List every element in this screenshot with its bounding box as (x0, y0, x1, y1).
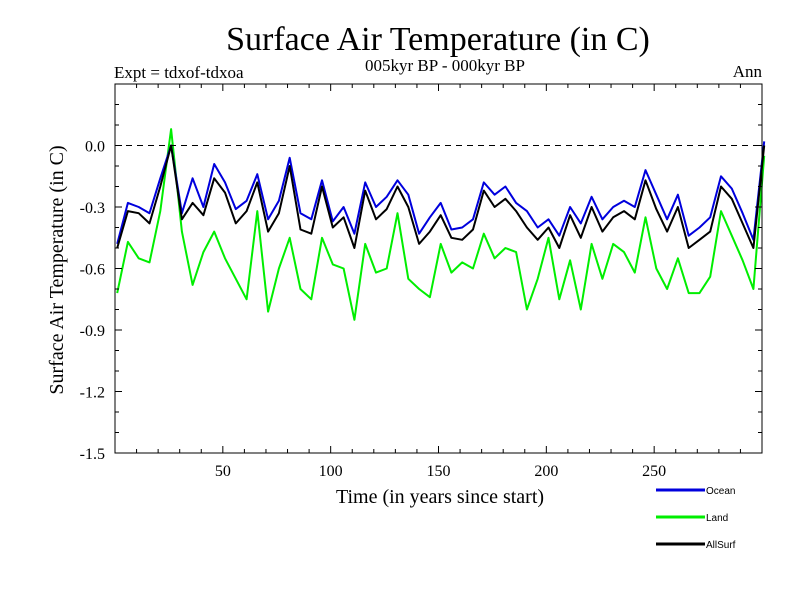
y-axis: -1.5 -1.2 -0.9 -0.6 -0.3 0.0 (80, 83, 762, 463)
y-tick-label: -1.2 (80, 385, 105, 402)
y-tick-label: -0.9 (80, 323, 105, 340)
y-tick-label: -1.5 (80, 446, 105, 463)
plot-area (114, 83, 766, 454)
x-axis-title: Time (in years since start) (336, 486, 544, 508)
x-tick-label: 150 (427, 463, 451, 480)
plot-frame (114, 83, 763, 454)
legend-label-land: Land (706, 513, 728, 524)
y-tick-label: 0.0 (85, 139, 105, 156)
legend-label-allsurf: AllSurf (706, 540, 736, 551)
x-tick-label: 250 (642, 463, 666, 480)
experiment-label: Expt = tdxof-tdxoa (114, 63, 244, 82)
season-label: Ann (733, 62, 763, 81)
series-line-allsurf (116, 144, 766, 249)
x-tick-label: 200 (534, 463, 558, 480)
chart-subtitle: 005kyr BP - 000kyr BP (365, 56, 525, 75)
series-line-land (116, 128, 766, 321)
y-tick-label: -0.6 (80, 262, 105, 279)
y-axis-title: Surface Air Temperature (in C) (46, 145, 68, 394)
series-layer (116, 128, 766, 321)
chart-title: Surface Air Temperature (in C) (226, 21, 650, 58)
series-line-ocean (116, 141, 766, 245)
legend-label-ocean: Ocean (706, 486, 735, 497)
legend: Ocean Land AllSurf (656, 486, 736, 551)
y-tick-label: -0.3 (80, 200, 105, 217)
x-tick-label: 100 (319, 463, 343, 480)
x-axis: 50 100 150 200 250 (136, 84, 741, 480)
x-tick-label: 50 (215, 463, 231, 480)
